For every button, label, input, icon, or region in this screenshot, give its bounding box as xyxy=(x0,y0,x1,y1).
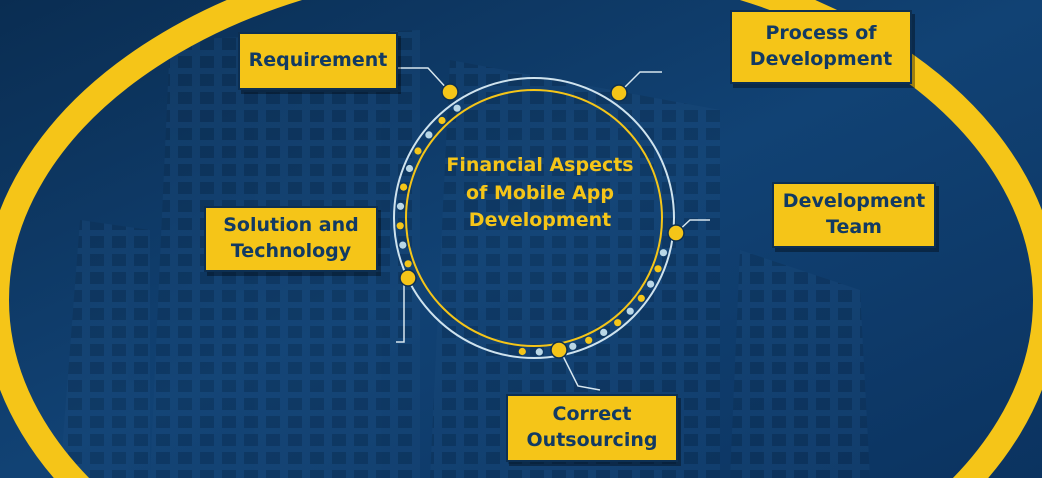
center-title: Financial Aspects of Mobile App Developm… xyxy=(420,152,660,235)
arc-dot xyxy=(600,328,608,336)
arc-dot xyxy=(396,222,404,230)
label-correct-outsourcing: Correct Outsourcing xyxy=(506,394,678,462)
dotted-arc-left xyxy=(396,104,461,268)
label-development-team: Development Team xyxy=(772,182,936,248)
arc-dot xyxy=(654,265,662,273)
label-process-line-1: Process of xyxy=(765,22,877,45)
connector-nodes xyxy=(399,83,685,359)
center-title-line-2: of Mobile App xyxy=(466,181,614,204)
arc-dot xyxy=(518,347,526,356)
label-requirement: Requirement xyxy=(238,32,398,90)
arc-dot xyxy=(438,116,446,125)
label-outsourcing-line-1: Correct xyxy=(552,403,632,426)
arc-dot xyxy=(659,249,668,257)
arc-dot xyxy=(569,342,577,350)
outer-white-circle xyxy=(393,77,675,359)
label-team-line-1: Development xyxy=(782,190,926,213)
label-process-line-2: Development xyxy=(749,48,893,70)
arc-dot xyxy=(626,307,634,315)
arc-dot xyxy=(614,319,622,327)
label-outsourcing-line-2: Outsourcing xyxy=(526,429,658,451)
label-solution-line-1: Solution and xyxy=(223,214,359,237)
arc-dot xyxy=(647,280,655,288)
arc-dot xyxy=(535,348,543,356)
label-solution-and-technology: Solution and Technology xyxy=(204,206,378,272)
arc-dot xyxy=(405,164,414,173)
arc-dot xyxy=(396,202,405,210)
arc-dot xyxy=(400,183,408,191)
label-requirement-line-1: Requirement xyxy=(248,49,388,72)
arc-dot xyxy=(404,260,412,268)
center-title-line-1: Financial Aspects xyxy=(446,154,634,176)
label-solution-line-2: Technology xyxy=(230,240,352,262)
arc-dot xyxy=(585,336,593,344)
arc-dot xyxy=(425,131,433,139)
label-team-line-2: Team xyxy=(826,216,882,238)
label-process-of-development: Process of Development xyxy=(730,10,912,84)
inner-yellow-circle xyxy=(405,89,663,347)
arc-dot xyxy=(453,104,461,112)
arc-dot xyxy=(414,147,422,155)
arc-dot xyxy=(399,241,407,249)
center-title-line-3: Development xyxy=(468,209,612,232)
arc-dot xyxy=(637,294,645,302)
